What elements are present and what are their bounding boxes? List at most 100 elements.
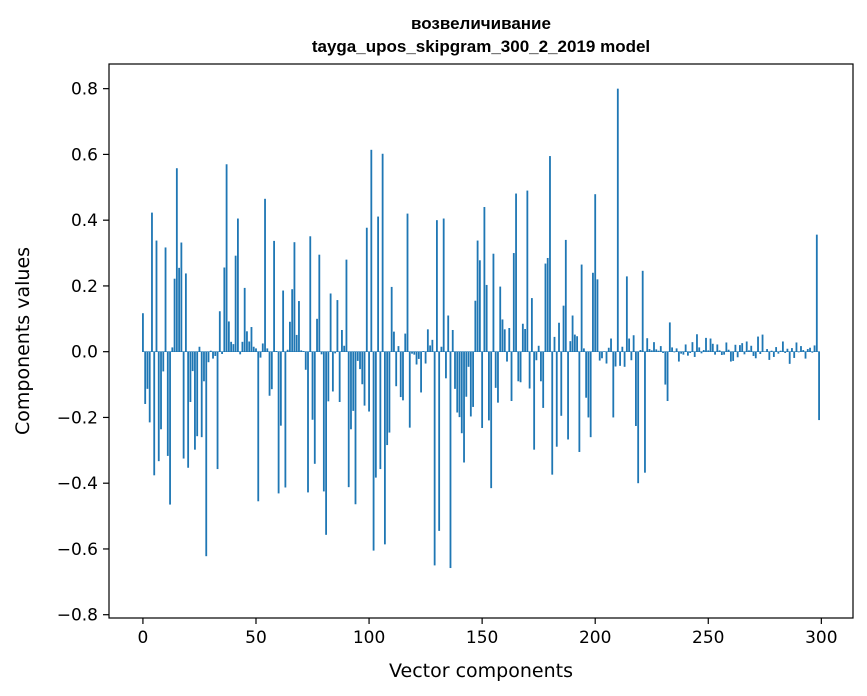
bar-103 (374, 351, 377, 478)
bar-188 (567, 351, 569, 440)
bar-273 (759, 351, 762, 354)
bar-116 (404, 333, 407, 352)
bar-101 (370, 149, 373, 352)
bar-9 (162, 351, 165, 372)
bar-136 (449, 351, 452, 569)
bar-210 (616, 88, 619, 352)
plot-area-frame (108, 63, 854, 619)
bar-18 (182, 351, 185, 459)
bar-261 (732, 351, 735, 361)
bar-297 (813, 345, 816, 352)
y-tick-label: 0.6 (71, 145, 98, 165)
bar-242 (689, 351, 692, 354)
bar-1 (144, 351, 147, 404)
bar-82 (327, 351, 330, 402)
bar-284 (784, 351, 787, 354)
bar-127 (429, 345, 432, 352)
bar-122 (417, 351, 420, 359)
bar-268 (748, 350, 750, 352)
bar-36 (223, 267, 226, 352)
bar-295 (809, 347, 811, 352)
bar-2 (146, 351, 149, 389)
bar-234 (671, 347, 673, 352)
bar-91 (347, 351, 350, 488)
bar-176 (540, 351, 542, 382)
bar-94 (354, 351, 357, 505)
bar-4 (151, 212, 153, 352)
bar-190 (571, 315, 574, 352)
bar-97 (361, 351, 364, 385)
bar-173 (533, 351, 536, 450)
bar-213 (623, 351, 626, 367)
bar-194 (580, 264, 583, 352)
bar-112 (395, 351, 398, 387)
bar-95 (356, 351, 359, 361)
bar-113 (397, 346, 400, 352)
bar-178 (544, 263, 547, 352)
bar-171 (528, 351, 531, 389)
bar-60 (277, 351, 280, 494)
bar-223 (646, 338, 649, 352)
bar-32 (214, 351, 217, 356)
bar-230 (662, 351, 664, 354)
y-tick-label: 0.0 (71, 343, 98, 363)
bar-140 (458, 351, 461, 418)
bar-192 (576, 336, 579, 352)
bar-38 (227, 321, 230, 352)
bar-282 (779, 350, 782, 352)
bar-145 (469, 351, 472, 417)
bar-128 (431, 339, 434, 352)
y-tick-label: −0.6 (57, 540, 98, 560)
bar-288 (793, 351, 796, 358)
bar-246 (698, 347, 701, 352)
bar-283 (781, 341, 784, 352)
bar-137 (451, 329, 454, 352)
bar-209 (614, 351, 617, 367)
bar-79 (320, 351, 323, 355)
bar-28 (205, 351, 208, 557)
bar-181 (551, 351, 554, 475)
bar-24 (196, 351, 199, 437)
bar-269 (750, 345, 753, 352)
bar-159 (501, 319, 504, 352)
bar-100 (368, 351, 370, 412)
bar-250 (707, 350, 710, 352)
bar-141 (460, 351, 463, 434)
bar-15 (175, 168, 178, 352)
bar-149 (478, 260, 481, 352)
bar-144 (467, 351, 470, 367)
bar-44 (241, 341, 244, 352)
bar-142 (463, 351, 465, 463)
bar-52 (259, 351, 262, 358)
bars-group (142, 88, 820, 569)
bar-179 (546, 257, 549, 352)
x-axis-ticks: 0 50 100 150 200 250 300 (138, 618, 838, 648)
bar-237 (677, 351, 680, 362)
bar-185 (560, 351, 563, 416)
x-tick-label: 50 (245, 628, 267, 648)
bar-0 (142, 313, 144, 352)
bar-88 (341, 329, 343, 352)
bar-22 (191, 351, 194, 372)
bar-89 (343, 345, 346, 352)
bar-260 (729, 351, 732, 362)
bar-195 (582, 348, 585, 352)
bar-189 (569, 341, 572, 352)
bar-211 (619, 351, 621, 366)
bar-81 (325, 351, 327, 535)
bar-10 (164, 247, 167, 352)
bar-148 (476, 240, 479, 352)
x-tick-label: 150 (466, 628, 498, 648)
bar-161 (506, 351, 508, 362)
bar-75 (311, 351, 314, 420)
bar-120 (413, 351, 416, 355)
bar-67 (293, 242, 296, 352)
bar-163 (510, 351, 513, 402)
bar-214 (625, 276, 628, 352)
y-axis-label: Components values (12, 247, 34, 435)
bar-208 (612, 351, 615, 418)
bar-258 (725, 342, 728, 352)
bar-285 (786, 348, 789, 352)
bar-23 (194, 351, 196, 450)
bar-156 (494, 351, 497, 388)
